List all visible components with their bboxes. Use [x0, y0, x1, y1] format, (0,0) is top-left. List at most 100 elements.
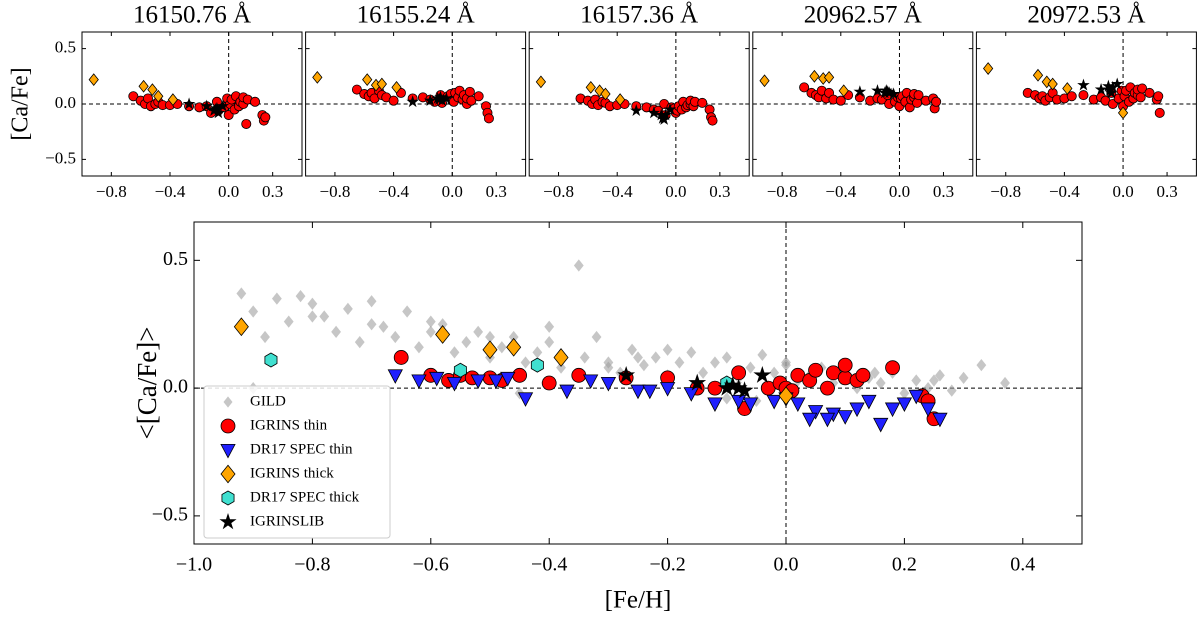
data-point [1077, 78, 1090, 91]
data-point [388, 95, 399, 106]
data-point [838, 84, 849, 98]
x-tick-label: −0.4 [155, 182, 186, 201]
data-point [896, 397, 913, 412]
x-tick-label: 0.0 [889, 182, 910, 201]
data-point [512, 367, 527, 383]
x-tick-label: −0.8 [767, 182, 798, 201]
x-tick-label: −0.8 [543, 182, 574, 201]
data-point [869, 366, 880, 379]
data-point [873, 417, 889, 433]
legend-marker [220, 418, 236, 434]
data-point [615, 93, 626, 106]
data-point [331, 325, 341, 339]
data-point [307, 297, 318, 310]
data-point [707, 397, 723, 412]
data-point [544, 320, 555, 333]
data-point [391, 80, 402, 94]
data-point [532, 346, 543, 359]
data-point [745, 361, 756, 374]
data-point [931, 96, 942, 107]
data-point [1144, 87, 1155, 98]
data-point [837, 410, 853, 425]
data-point [579, 351, 590, 364]
data-point [128, 91, 139, 102]
legend-marker [219, 513, 237, 530]
data-point [429, 371, 445, 387]
data-point [899, 387, 910, 400]
data-point [647, 106, 661, 119]
data-point [935, 369, 945, 382]
data-point [697, 97, 708, 108]
data-point [362, 73, 373, 87]
panel-title: 16157.36 Å [580, 2, 698, 29]
x-tick-label: 0.2 [892, 554, 917, 576]
x-axis-label: [Fe/H] [605, 587, 672, 614]
data-point [600, 376, 617, 392]
legend-label: DR17 SPEC thin [250, 441, 353, 457]
data-point [466, 95, 477, 106]
data-point [835, 95, 846, 106]
data-point [351, 84, 362, 95]
data-point [440, 91, 453, 104]
axes-frame [193, 221, 1083, 545]
x-tick-label: 0.3 [709, 182, 730, 201]
data-point [759, 74, 770, 88]
data-point [88, 73, 99, 87]
x-tick-label: −1.0 [176, 554, 212, 576]
x-tick-label: 0.0 [665, 182, 686, 201]
data-point [167, 93, 179, 106]
data-point [535, 75, 547, 89]
data-point [260, 112, 271, 123]
data-point [411, 374, 427, 389]
data-point [508, 330, 519, 344]
data-point [446, 376, 463, 392]
x-tick-label: 0.3 [933, 182, 954, 201]
data-point [500, 371, 516, 387]
data-point [406, 95, 419, 108]
y-tick-label: −0.5 [45, 148, 76, 167]
data-point [1066, 91, 1077, 102]
data-point [248, 305, 259, 318]
legend-label: IGRINS thick [250, 465, 334, 481]
data-point [828, 376, 839, 390]
data-point [808, 362, 823, 378]
data-point [1135, 92, 1146, 103]
data-point [753, 365, 772, 383]
data-point [250, 96, 261, 107]
data-point [639, 358, 649, 372]
y-axis-label: <[Ca/Fe]> [132, 327, 162, 440]
data-point [312, 71, 323, 84]
data-point [1154, 107, 1165, 118]
legend-label: IGRINSLIB [250, 513, 324, 529]
data-point [147, 83, 158, 96]
data-point [603, 361, 614, 374]
data-point [707, 380, 723, 396]
data-point [757, 348, 768, 362]
data-point [1032, 68, 1044, 82]
data-point [236, 287, 247, 300]
data-point [423, 94, 437, 107]
data-point [778, 386, 794, 406]
data-point [387, 369, 403, 384]
data-point [823, 71, 835, 84]
data-point [376, 77, 387, 91]
panel-title: 20962.57 Å [804, 2, 922, 29]
data-point [553, 348, 569, 367]
data-point [932, 412, 948, 428]
data-point [1078, 90, 1089, 101]
data-point [1137, 83, 1148, 94]
data-point [630, 384, 646, 400]
data-point [473, 91, 484, 102]
x-tick-label: −0.8 [96, 182, 127, 201]
y-tick-label: 0.5 [163, 248, 188, 270]
data-point [594, 84, 605, 98]
legend-marker [221, 490, 235, 506]
x-tick-label: 0.3 [1156, 182, 1177, 201]
data-point [271, 292, 282, 305]
data-point [976, 358, 987, 372]
data-point [200, 99, 213, 112]
data-point [264, 352, 278, 368]
data-point [742, 397, 759, 412]
data-point [820, 380, 835, 396]
data-point [138, 79, 149, 93]
